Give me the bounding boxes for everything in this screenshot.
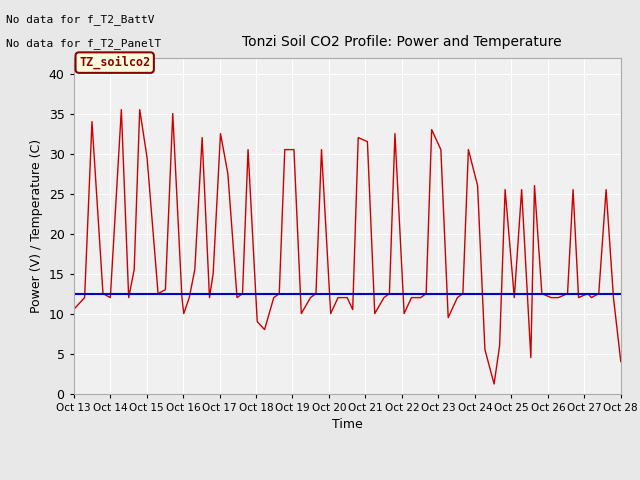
Text: No data for f_T2_BattV: No data for f_T2_BattV xyxy=(6,14,155,25)
Y-axis label: Power (V) / Temperature (C): Power (V) / Temperature (C) xyxy=(30,139,43,312)
Text: TZ_soilco2: TZ_soilco2 xyxy=(79,56,150,69)
Text: No data for f_T2_PanelT: No data for f_T2_PanelT xyxy=(6,38,162,49)
Title: Tonzi Soil CO2 Profile: Power and Temperature: Tonzi Soil CO2 Profile: Power and Temper… xyxy=(242,36,562,49)
X-axis label: Time: Time xyxy=(332,418,363,431)
